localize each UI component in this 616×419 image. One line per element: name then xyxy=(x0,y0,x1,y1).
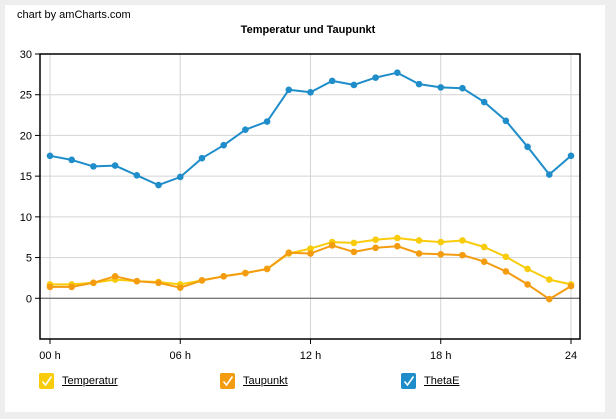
y-tick-label: 25 xyxy=(20,90,32,102)
data-point-taupunkt xyxy=(111,273,119,280)
y-tick-label: 5 xyxy=(26,253,32,265)
data-point-taupunkt xyxy=(459,251,466,259)
data-point-temperatur xyxy=(394,234,401,242)
grid-lines xyxy=(40,53,580,339)
data-point-thetae xyxy=(46,152,54,160)
data-point-thetae xyxy=(415,80,423,88)
data-point-temperatur xyxy=(524,265,531,273)
data-point-taupunkt xyxy=(242,269,249,277)
x-tick-label: 06 h xyxy=(170,350,191,362)
data-point-taupunkt xyxy=(545,295,553,303)
data-point-taupunkt xyxy=(155,279,162,287)
data-point-taupunkt xyxy=(220,273,227,280)
data-point-thetae xyxy=(263,118,271,125)
data-point-taupunkt xyxy=(415,250,423,257)
series-taupunkt xyxy=(46,242,575,303)
data-point-taupunkt xyxy=(567,282,575,290)
data-point-temperatur xyxy=(372,236,379,243)
data-point-taupunkt xyxy=(502,268,510,275)
legend-item-thetae[interactable]: ThetaE xyxy=(401,373,459,389)
data-point-taupunkt xyxy=(176,284,184,292)
y-tick-label: 20 xyxy=(20,130,32,142)
data-point-thetae xyxy=(328,77,336,85)
x-tick-label: 12 h xyxy=(300,350,321,362)
data-point-thetae xyxy=(90,163,97,170)
legend-label: ThetaE xyxy=(424,375,460,387)
data-point-thetae xyxy=(350,81,358,89)
x-tick-label: 24 xyxy=(565,350,577,362)
data-point-taupunkt xyxy=(263,265,271,273)
data-point-temperatur xyxy=(480,243,488,251)
data-point-taupunkt xyxy=(524,281,531,288)
amcharts-credit-link[interactable]: chart by amCharts.com xyxy=(17,9,131,21)
data-point-temperatur xyxy=(437,238,445,246)
data-point-thetae xyxy=(567,152,575,160)
chart-card xyxy=(5,5,605,412)
y-axis-ticks: 0 5 10 15 20 25 30 xyxy=(20,49,40,305)
data-point-taupunkt xyxy=(46,283,54,291)
data-point-taupunkt xyxy=(480,258,488,265)
data-point-thetae xyxy=(155,181,162,189)
data-point-taupunkt xyxy=(90,279,97,287)
data-point-thetae xyxy=(545,171,553,178)
y-tick-label: 0 xyxy=(26,293,32,305)
legend-checkbox-temperatur[interactable] xyxy=(39,373,54,389)
legend-item-temperatur[interactable]: Temperatur xyxy=(39,373,118,389)
data-point-temperatur xyxy=(545,276,553,283)
data-point-thetae xyxy=(198,154,206,162)
data-point-thetae xyxy=(242,126,249,134)
y-tick-label: 10 xyxy=(20,212,32,224)
data-point-temperatur xyxy=(502,253,510,261)
series-thetae xyxy=(46,69,575,189)
legend-checkbox-thetae[interactable] xyxy=(401,373,416,389)
chart-title: Temperatur und Taupunkt xyxy=(240,24,376,36)
chart-legend: Temperatur Taupunkt ThetaE xyxy=(0,373,616,393)
data-point-taupunkt xyxy=(198,277,206,284)
data-point-thetae xyxy=(176,173,184,181)
data-point-taupunkt xyxy=(394,242,401,250)
data-point-thetae xyxy=(307,88,314,96)
data-point-taupunkt xyxy=(328,242,336,249)
x-tick-label: 00 h xyxy=(39,350,60,362)
legend-label: Taupunkt xyxy=(243,375,288,387)
data-point-taupunkt xyxy=(350,248,358,256)
y-tick-label: 15 xyxy=(20,171,32,183)
plot-area-border xyxy=(39,53,581,340)
data-point-thetae xyxy=(133,172,141,179)
data-point-temperatur xyxy=(459,237,466,244)
data-point-thetae xyxy=(394,69,401,77)
data-point-thetae xyxy=(459,84,466,92)
data-point-taupunkt xyxy=(307,250,314,257)
data-point-thetae xyxy=(372,74,379,81)
data-point-thetae xyxy=(220,141,227,149)
y-tick-label: 30 xyxy=(20,49,32,61)
data-point-temperatur xyxy=(415,237,423,244)
check-icon xyxy=(222,376,233,387)
legend-item-taupunkt[interactable]: Taupunkt xyxy=(220,373,288,389)
check-icon xyxy=(41,376,52,387)
data-point-taupunkt xyxy=(437,251,445,258)
x-tick-label: 18 h xyxy=(430,350,451,362)
data-point-thetae xyxy=(285,86,293,94)
data-point-thetae xyxy=(502,117,510,125)
series-group xyxy=(46,69,575,303)
data-point-temperatur xyxy=(307,245,314,252)
data-point-thetae xyxy=(480,98,488,106)
legend-checkbox-taupunkt[interactable] xyxy=(220,373,235,389)
x-axis-ticks: 00 h 06 h 12 h 18 h 24 xyxy=(39,339,577,362)
data-point-taupunkt xyxy=(68,283,76,291)
legend-label: Temperatur xyxy=(62,375,118,387)
data-point-thetae xyxy=(437,84,445,91)
data-point-thetae xyxy=(111,162,119,169)
check-icon xyxy=(403,376,414,387)
data-point-taupunkt xyxy=(133,277,141,285)
data-point-thetae xyxy=(68,156,76,164)
data-point-thetae xyxy=(524,143,531,151)
data-point-temperatur xyxy=(350,239,358,247)
data-point-taupunkt xyxy=(285,249,293,256)
data-point-taupunkt xyxy=(372,244,379,252)
